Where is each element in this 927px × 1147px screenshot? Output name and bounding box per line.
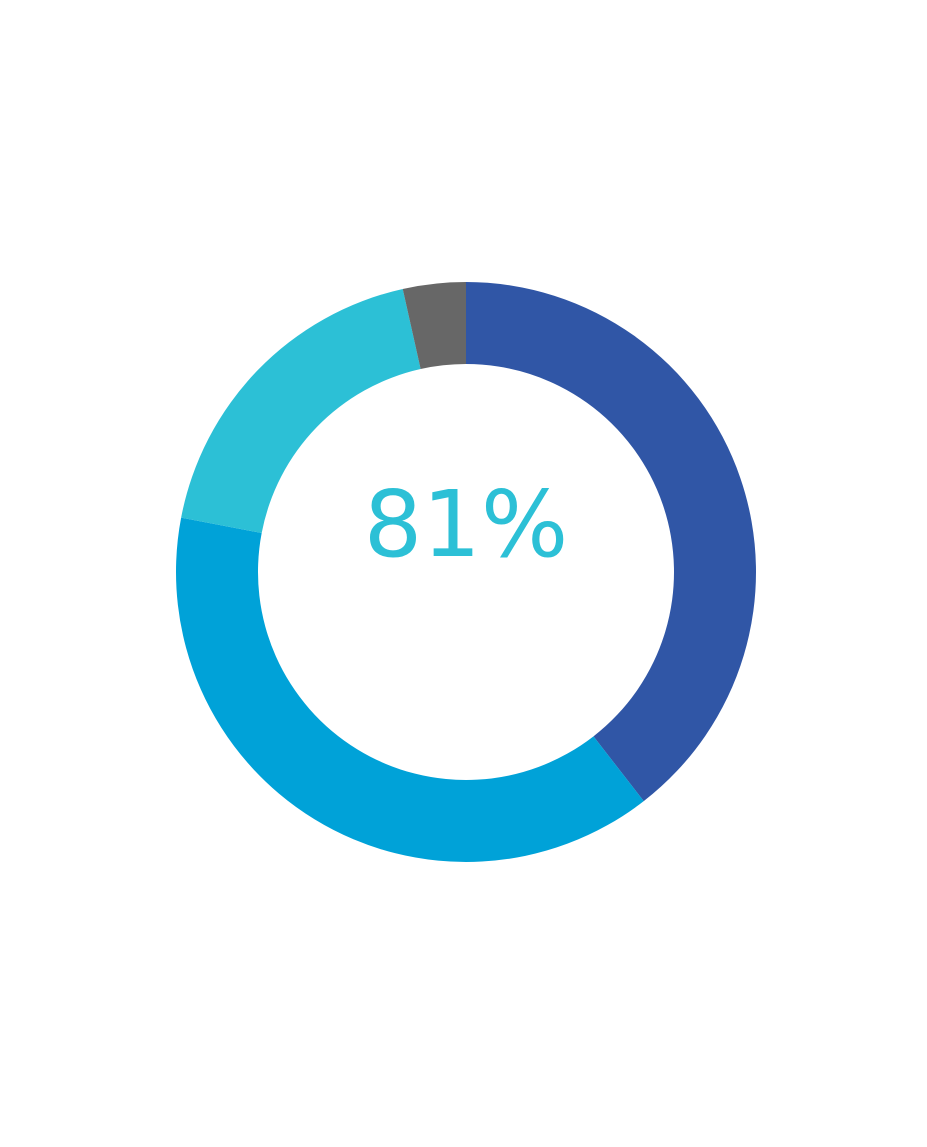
donut-slice-1 xyxy=(466,282,756,802)
center-percentage-label: 81% xyxy=(364,471,568,578)
donut-slices xyxy=(176,282,756,862)
donut-slice-4 xyxy=(402,282,466,370)
donut-slice-3 xyxy=(181,288,421,534)
donut-slice-2 xyxy=(176,517,644,862)
